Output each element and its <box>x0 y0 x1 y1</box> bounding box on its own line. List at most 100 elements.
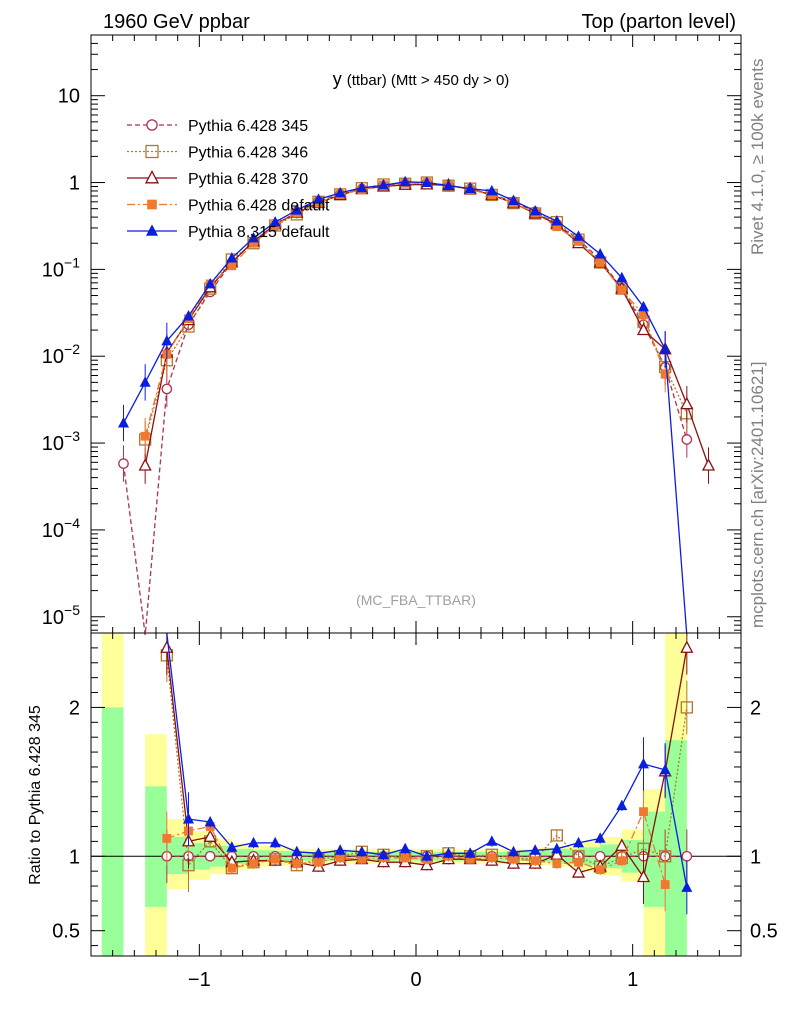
series-5-point <box>551 215 563 226</box>
mc-error-band-green <box>145 786 167 907</box>
series-5-point <box>378 179 389 190</box>
y-tick-label: 10−2 <box>42 341 80 368</box>
series-1-point <box>161 383 173 395</box>
series-1-line <box>122 182 688 636</box>
ratio-tick-label: 0.5 <box>52 921 80 943</box>
series-3-ratio-point <box>160 640 174 653</box>
series-4-ratio-point <box>357 854 367 864</box>
series-3-ratio-point <box>571 865 586 878</box>
series-5-point <box>616 271 628 283</box>
legend-label-4: Pythia 6.428 default <box>188 198 330 215</box>
legend-marker-4 <box>147 199 157 210</box>
series-5-point <box>204 277 216 289</box>
series-5-ratio-point <box>594 832 606 843</box>
series-3-point <box>138 458 152 471</box>
series-3-ratio-point <box>636 869 651 883</box>
series-5-point <box>291 204 303 215</box>
series-2-ratio-line <box>166 655 688 869</box>
series-5-point <box>183 310 194 321</box>
series-5-ratio-point <box>638 757 649 769</box>
y-tick-label: 10−1 <box>42 254 80 281</box>
series-5-point <box>659 343 671 354</box>
legend-marker-1 <box>146 119 158 131</box>
series-5-point <box>421 176 433 187</box>
series-5-ratio-point <box>573 836 584 848</box>
rivet-label: Rivet 4.1.0, ≥ 100k events <box>748 59 767 255</box>
series-5-point <box>573 230 584 241</box>
series-5-ratio-point <box>291 845 303 857</box>
series-5-ratio-point <box>269 836 281 848</box>
legend-marker-3 <box>144 170 160 184</box>
ratio-marks <box>160 632 694 915</box>
header-right: Top (parton level) <box>581 11 736 33</box>
series-4-line <box>144 181 666 437</box>
series-4-point <box>227 261 237 271</box>
x-tick-label: −1 <box>188 969 211 991</box>
main-ticks: 10 1 10−1 10−2 10−3 10−4 10−5 <box>42 34 741 633</box>
series-4-ratio-point <box>552 859 562 869</box>
series-4-point <box>660 369 670 379</box>
series-5-point <box>118 417 129 428</box>
chart-title-rest: (ttbar) (Mtt > 450 dy > 0) <box>347 72 510 89</box>
series-4-ratio-point <box>530 856 540 866</box>
mc-error-band-green <box>665 740 687 956</box>
mc-error-band-green <box>643 811 666 907</box>
series-2-ratio-point <box>550 829 563 842</box>
y-tick-label: 10−3 <box>42 428 80 455</box>
series-5-ratio-point <box>204 815 216 827</box>
series-3-ratio-point <box>680 640 694 653</box>
series-4-ratio-point <box>660 880 670 889</box>
legend-label-1: Pythia 6.428 345 <box>188 118 308 135</box>
series-4-ratio-point <box>270 854 280 864</box>
series-4-ratio-point <box>227 863 237 873</box>
chart-title: y (ttbar) (Mtt > 450 dy > 0) <box>333 69 510 89</box>
series-4-point <box>639 310 648 320</box>
series-4-point <box>574 237 583 246</box>
series-5-ratio-point <box>551 842 563 854</box>
series-4-ratio-point <box>617 856 627 866</box>
series-3-point <box>680 396 694 410</box>
series-4-ratio-point <box>335 853 345 863</box>
series-4-ratio-point <box>509 854 518 864</box>
series-4-point <box>249 238 258 248</box>
series-3-point <box>636 322 651 336</box>
series-4-ratio-point <box>487 853 497 863</box>
ratio-panel: −1 0 1 0.5 0.5 1 1 2 2 <box>52 632 778 991</box>
series-1-ratio-point <box>204 850 216 862</box>
series-5-ratio-point <box>529 844 541 855</box>
series-3-ratio-point <box>203 829 217 842</box>
series-4-ratio-point <box>400 853 410 863</box>
series-5-ratio-point <box>399 842 411 854</box>
series-5-point <box>486 184 498 196</box>
main-panel: 10 1 10−1 10−2 10−3 10−4 10−5 <box>42 34 742 636</box>
series-4-ratio-point <box>249 859 258 869</box>
legend-label-3: Pythia 6.428 370 <box>188 171 308 188</box>
legend-marker-2 <box>145 144 159 159</box>
ratio-ylabel: Ratio to Pythia 6.428 345 <box>27 705 44 885</box>
main-marks <box>118 175 716 636</box>
series-4-ratio-point <box>574 857 583 867</box>
series-5-ratio-point <box>334 844 346 855</box>
series-4-ratio-point <box>595 865 605 875</box>
series-5-point <box>464 182 476 194</box>
series-5-point <box>594 248 606 259</box>
mc-error-band-green <box>101 707 124 956</box>
series-5-ratio-point <box>659 763 671 775</box>
series-5-ratio-point <box>378 848 389 860</box>
x-tick-label: 1 <box>627 969 638 991</box>
series-4-ratio-point <box>314 857 323 867</box>
series-4-ratio-point <box>465 854 475 864</box>
series-4-point <box>140 431 150 441</box>
legend-marker-5 <box>146 224 158 236</box>
series-5-ratio-point <box>183 813 194 824</box>
series-5-point <box>508 194 519 205</box>
series-5-ratio-point <box>681 881 693 892</box>
series-5-point <box>161 334 173 346</box>
ratio-tick-label: 1 <box>69 846 80 868</box>
series-4-point <box>617 285 627 295</box>
y-tick-label: 10−5 <box>42 602 80 629</box>
series-5-point <box>226 252 238 263</box>
header-left: 1960 GeV ppbar <box>103 11 250 33</box>
series-5-point <box>313 193 324 204</box>
